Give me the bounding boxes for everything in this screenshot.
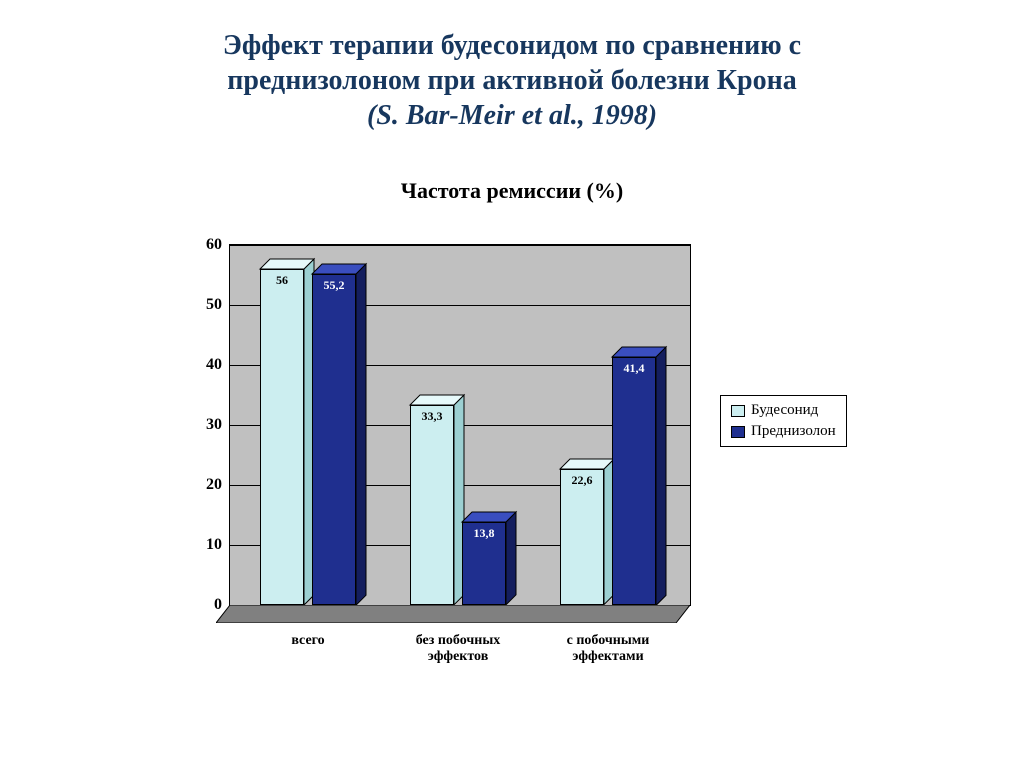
- bar: 55,2: [312, 274, 356, 605]
- bar-group: 56 55,2: [250, 245, 400, 605]
- bar-front: [612, 357, 656, 605]
- legend-label: Будесонид: [751, 402, 818, 419]
- bar-value-label: 55,2: [324, 278, 345, 293]
- bar-front: [560, 469, 604, 605]
- bar-side: [506, 522, 516, 605]
- bar-top: [560, 459, 604, 469]
- legend-item: Будесонид: [731, 402, 836, 419]
- legend-label: Преднизолон: [751, 423, 836, 440]
- chart-title: Частота ремиссии (%): [0, 178, 1024, 204]
- bar-front: [312, 274, 356, 605]
- bar: 56: [260, 269, 304, 605]
- bar-group: 33,3 13,8: [400, 245, 550, 605]
- bar-top: [462, 512, 506, 522]
- x-tick-label: с побочнымиэффектами: [533, 633, 683, 665]
- legend-swatch: [731, 426, 745, 438]
- bar-side: [356, 274, 366, 605]
- plot-floor: [216, 605, 690, 623]
- bar-top: [312, 264, 356, 274]
- y-tick-label: 60: [206, 236, 222, 254]
- title-line-1: Эффект терапии будесонидом по сравнению …: [223, 30, 801, 61]
- x-tick-label: всего: [233, 633, 383, 649]
- bar-top: [410, 395, 454, 405]
- bar: 33,3: [410, 405, 454, 605]
- title-line-3: (S. Bar-Meir et al., 1998): [367, 100, 657, 131]
- bar-value-label: 33,3: [422, 409, 443, 424]
- bar-top: [260, 259, 304, 269]
- y-tick-label: 10: [206, 536, 222, 554]
- title-line-2: преднизолоном при активной болезни Крона: [227, 65, 796, 96]
- bar-value-label: 13,8: [474, 526, 495, 541]
- bar: 41,4: [612, 357, 656, 605]
- bar-front: [260, 269, 304, 605]
- bar-value-label: 41,4: [624, 361, 645, 376]
- x-tick-label: без побочныхэффектов: [383, 633, 533, 665]
- bar-value-label: 56: [276, 273, 288, 288]
- page-title: Эффект терапии будесонидом по сравнению …: [60, 28, 964, 133]
- bar-front: [410, 405, 454, 605]
- legend-item: Преднизолон: [731, 423, 836, 440]
- legend-swatch: [731, 405, 745, 417]
- bar-group: 22,6 41,4: [550, 245, 700, 605]
- bar-value-label: 22,6: [572, 473, 593, 488]
- bar: 13,8: [462, 522, 506, 605]
- bar: 22,6: [560, 469, 604, 605]
- legend: Будесонид Преднизолон: [720, 395, 847, 447]
- page: Эффект терапии будесонидом по сравнению …: [0, 0, 1024, 768]
- bar-groups: 56 55,2 33,3 13,8 22,6 41,4: [230, 245, 690, 605]
- plot-area: 0102030405060 56 55,2 33,3 13,8 22,6: [230, 245, 690, 605]
- y-tick-label: 50: [206, 296, 222, 314]
- y-tick-label: 40: [206, 356, 222, 374]
- chart: 0102030405060 56 55,2 33,3 13,8 22,6: [180, 235, 860, 695]
- y-tick-label: 20: [206, 476, 222, 494]
- bar-side: [656, 357, 666, 605]
- y-tick-label: 30: [206, 416, 222, 434]
- bar-top: [612, 347, 656, 357]
